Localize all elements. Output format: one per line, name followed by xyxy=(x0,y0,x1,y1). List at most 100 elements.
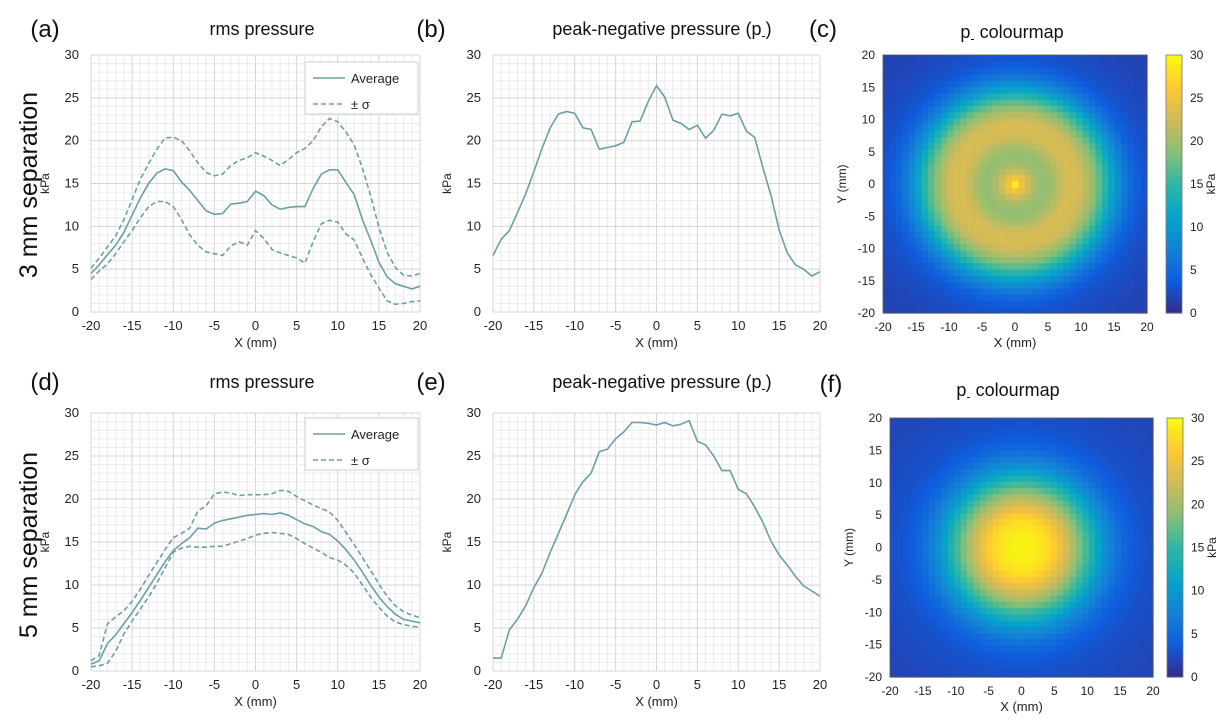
heatmap-cell xyxy=(1018,168,1026,176)
heatmap-cell xyxy=(986,670,994,678)
heatmap-cell xyxy=(1082,55,1090,62)
heatmap-cell xyxy=(986,443,994,451)
heatmap-cell xyxy=(1011,300,1019,308)
heatmap-cell xyxy=(1037,180,1045,188)
heatmap-cell xyxy=(1043,86,1052,94)
heatmap-cell xyxy=(1063,306,1071,314)
heatmap-cell xyxy=(890,645,898,653)
heatmap-cell xyxy=(928,651,936,659)
heatmap-cell xyxy=(1069,143,1077,150)
heatmap-cell xyxy=(1133,550,1141,558)
heatmap-cell xyxy=(1031,468,1039,476)
heatmap-cell xyxy=(1108,237,1116,245)
heatmap-cell xyxy=(928,639,936,647)
heatmap-cell xyxy=(1134,287,1142,295)
heatmap-cell xyxy=(1069,436,1077,444)
heatmap-cell xyxy=(966,243,974,251)
heatmap-cell xyxy=(954,664,962,672)
heatmap-cell xyxy=(1101,468,1109,476)
colorbar-segment xyxy=(1167,482,1183,488)
heatmap-cell xyxy=(1056,582,1064,590)
x-tick-label: 10 xyxy=(731,677,745,692)
heatmap-cell xyxy=(1076,601,1084,609)
heatmap-cell xyxy=(909,481,917,489)
heatmap-cell xyxy=(1056,287,1064,295)
heatmap-cell xyxy=(1140,306,1148,314)
heatmap-cell xyxy=(960,550,968,558)
heatmap-cell xyxy=(921,105,929,113)
heatmap-cell xyxy=(947,538,955,545)
heatmap-cell xyxy=(902,86,910,94)
heatmap-cell xyxy=(1108,607,1116,615)
colorbar-segment xyxy=(1166,179,1182,185)
heatmap-cell xyxy=(915,493,923,501)
heatmap-cell xyxy=(1018,544,1026,552)
heatmap-cell xyxy=(1069,519,1077,526)
heatmap-cell xyxy=(1011,143,1019,150)
heatmap-cell xyxy=(1082,99,1090,106)
heatmap-cell xyxy=(1056,218,1064,226)
heatmap-cell xyxy=(1069,243,1077,251)
heatmap-cell xyxy=(1127,651,1135,659)
heatmap-cell xyxy=(1095,449,1103,457)
heatmap-cell xyxy=(973,193,981,201)
heatmap-cell xyxy=(915,550,923,558)
heatmap-cell xyxy=(947,601,955,609)
heatmap-cell xyxy=(1127,212,1135,220)
colorbar-segment xyxy=(1166,295,1182,301)
heatmap-cell xyxy=(1140,645,1148,653)
heatmap-cell xyxy=(1146,632,1154,640)
heatmap-cell xyxy=(1050,149,1058,157)
heatmap-cell xyxy=(1127,67,1135,75)
heatmap-cell xyxy=(1114,130,1122,138)
chart-title-e: peak-negative pressure (p-) xyxy=(552,372,771,396)
heatmap-cell xyxy=(1133,512,1141,520)
heatmap-cell xyxy=(1011,487,1019,495)
heatmap-cell xyxy=(889,218,897,226)
legend-label-a-0: Average xyxy=(351,71,399,86)
heatmap-cell xyxy=(992,474,1000,482)
heatmap-cell xyxy=(940,136,948,144)
heatmap-cell xyxy=(1056,55,1064,62)
heatmap-cell xyxy=(928,449,936,457)
heatmap-cell xyxy=(922,613,930,621)
heatmap-cell xyxy=(986,237,994,245)
heatmap-cell xyxy=(928,487,936,495)
heatmap-cell xyxy=(947,136,955,144)
heatmap-cell xyxy=(1134,187,1142,195)
heatmap-cell xyxy=(1069,105,1077,113)
heatmap-cell xyxy=(1069,626,1077,634)
heatmap-cell xyxy=(928,92,936,100)
heatmap-cell xyxy=(1127,218,1135,226)
colorbar-segment xyxy=(1166,89,1182,95)
heatmap-cell xyxy=(966,670,974,678)
heatmap-cell xyxy=(1134,80,1142,88)
x-axis-label-e: X (mm) xyxy=(635,694,678,709)
colorbar-segment xyxy=(1167,646,1183,652)
heatmap-cell xyxy=(966,563,974,571)
heatmap-cell xyxy=(1024,117,1032,125)
heatmap-cell xyxy=(1005,187,1013,195)
heatmap-cell xyxy=(1050,626,1058,634)
colorbar-frame-f xyxy=(1166,417,1184,678)
heatmap-cell xyxy=(1095,582,1103,590)
heatmap-cell xyxy=(979,105,987,113)
heatmap-cell xyxy=(966,481,974,489)
heatmap-cell xyxy=(986,105,994,113)
heatmap-cell xyxy=(973,519,981,526)
heatmap-cell xyxy=(947,231,955,239)
heatmap-cell xyxy=(947,658,955,665)
heatmap-cell xyxy=(934,86,942,94)
colorbar-segment xyxy=(1167,465,1183,471)
heatmap-cell xyxy=(1082,73,1090,81)
heatmap-cell xyxy=(1050,243,1058,251)
heatmap-cell xyxy=(934,130,942,138)
heatmap-cell xyxy=(1011,626,1019,634)
heatmap-cell xyxy=(1063,268,1071,276)
heatmap-cell xyxy=(1095,187,1103,195)
heatmap-cell xyxy=(960,105,968,113)
heatmap-cell xyxy=(1011,136,1019,144)
heatmap-cell xyxy=(1076,531,1084,539)
y-axis-label-a: kPa xyxy=(38,173,52,194)
heatmap-cell xyxy=(896,588,904,596)
